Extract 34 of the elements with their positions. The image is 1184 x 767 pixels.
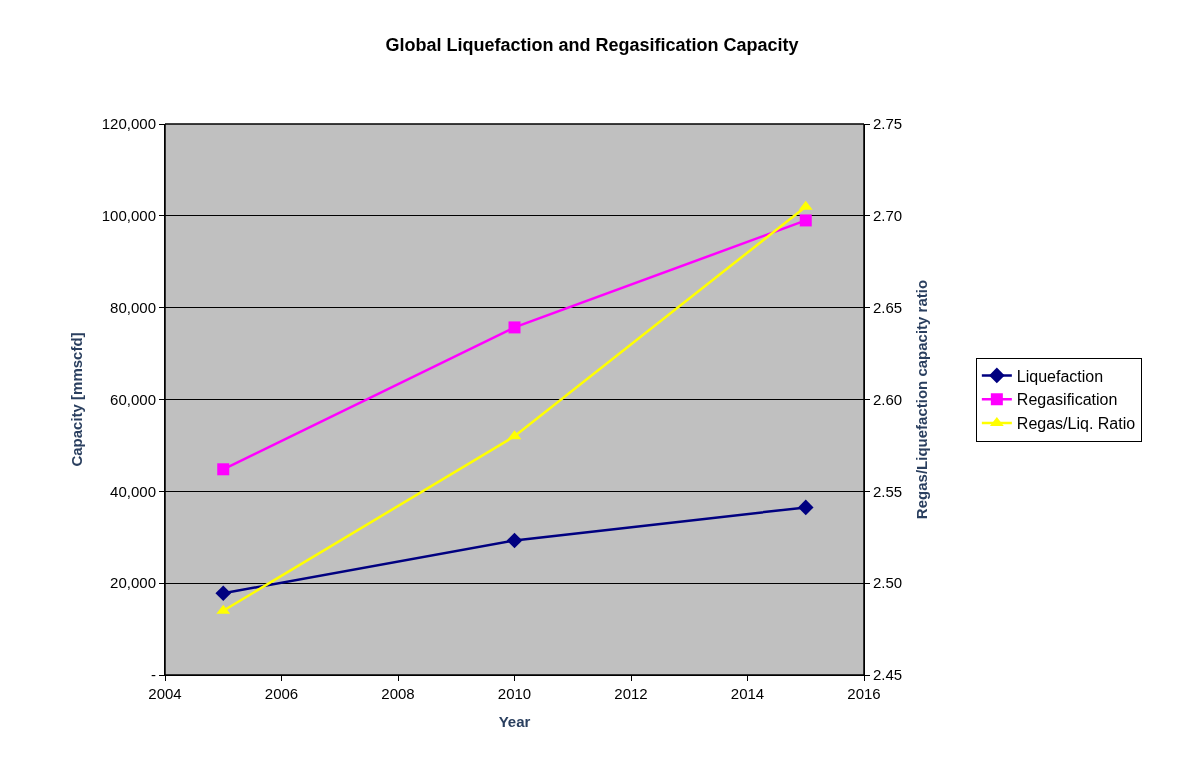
y2-axis-title: Regas/Liquefaction capacity ratio	[913, 279, 931, 520]
point	[215, 585, 232, 602]
y-tick-label: -	[151, 666, 156, 684]
x-axis-title: Year	[498, 713, 531, 730]
y2-tick-label: 2.65	[873, 298, 903, 316]
point	[217, 463, 230, 476]
x-tick-label: 2006	[264, 685, 299, 702]
x-tick-label: 2016	[847, 685, 881, 702]
y2-tick-label: 2.60	[873, 390, 903, 408]
y2-tick-label: 2.55	[873, 482, 903, 500]
x-tick-label: 2008	[381, 685, 415, 702]
legend-label: Regas/Liq. Ratio	[1016, 415, 1136, 433]
x-tick-label: 2004	[148, 685, 182, 702]
point	[506, 532, 523, 549]
y-tick-label: 120,000	[101, 115, 156, 133]
y-tick-label: 80,000	[110, 298, 156, 316]
y-tick-label: 60,000	[110, 390, 156, 408]
y2-tick-label: 2.75	[873, 115, 903, 133]
x-tick-label: 2012	[614, 685, 648, 702]
y2-tick-label: 2.70	[873, 207, 903, 225]
point	[799, 214, 812, 227]
y2-tick-label: 2.45	[873, 666, 903, 684]
chart-title: Global Liquefaction and Regasification Capacity	[385, 34, 799, 55]
legend-label: Regasification	[1016, 391, 1118, 409]
y-tick-label: 40,000	[110, 482, 156, 500]
legend-label: Liquefaction	[1016, 367, 1104, 385]
point	[797, 499, 814, 516]
y-tick-label: 20,000	[110, 574, 156, 592]
y-axis-title: Capacity [mmscfd]	[68, 332, 86, 467]
y2-tick-label: 2.50	[873, 574, 903, 592]
point	[508, 321, 521, 334]
x-tick-label: 2014	[730, 685, 765, 702]
x-tick-label: 2010	[497, 685, 532, 702]
y-tick-label: 100,000	[101, 207, 156, 225]
